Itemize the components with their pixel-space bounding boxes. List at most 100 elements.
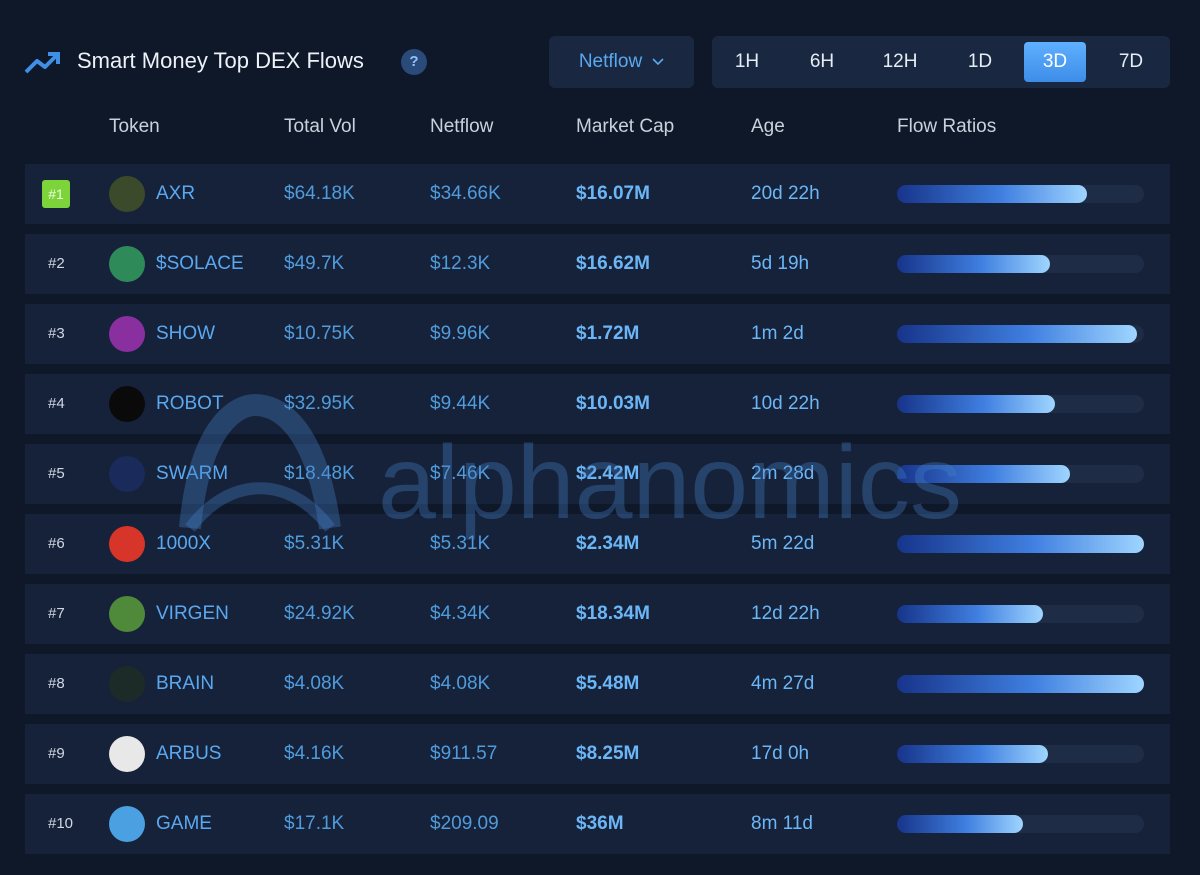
- token-icon: [109, 246, 145, 282]
- total-vol: $64.18K: [284, 183, 355, 204]
- table-row[interactable]: #5 SWARM $18.48K $7.46K $2.42M 2m 28d: [25, 444, 1170, 504]
- flow-ratio-bar: [897, 395, 1056, 413]
- netflow: $5.31K: [430, 533, 491, 554]
- total-vol: $5.31K: [284, 533, 345, 554]
- market-cap: $36M: [576, 813, 624, 834]
- rank: #2: [48, 255, 65, 272]
- flow-ratio-track: [897, 465, 1144, 483]
- rank: #9: [48, 745, 65, 762]
- rank: #8: [48, 675, 65, 692]
- timeframe-tab[interactable]: 3D: [1024, 42, 1086, 82]
- token-name[interactable]: SWARM: [156, 463, 229, 484]
- flow-ratio-track: [897, 185, 1144, 203]
- flow-ratio-track: [897, 605, 1144, 623]
- flow-ratio-track: [897, 815, 1144, 833]
- trend-icon: [24, 52, 60, 74]
- rank: #4: [48, 395, 65, 412]
- dropdown-label: Netflow: [578, 51, 643, 72]
- flow-ratio-track: [897, 535, 1144, 553]
- table-row[interactable]: #1 AXR $64.18K $34.66K $16.07M 20d 22h: [25, 164, 1170, 224]
- flow-ratio-track: [897, 325, 1144, 343]
- market-cap: $2.42M: [576, 463, 640, 484]
- netflow: $34.66K: [430, 183, 501, 204]
- total-vol: $10.75K: [284, 323, 355, 344]
- flow-ratio-track: [897, 395, 1144, 413]
- table-row[interactable]: #2 $SOLACE $49.7K $12.3K $16.62M 5d 19h: [25, 234, 1170, 294]
- rank: #6: [48, 535, 65, 552]
- column-header: Total Vol: [284, 116, 356, 137]
- column-header: Age: [751, 116, 785, 137]
- flow-ratio-bar: [897, 605, 1043, 623]
- age: 12d 22h: [751, 603, 820, 624]
- total-vol: $17.1K: [284, 813, 345, 834]
- flow-ratio-track: [897, 255, 1144, 273]
- token-name[interactable]: $SOLACE: [156, 253, 244, 274]
- age: 20d 22h: [751, 183, 820, 204]
- netflow: $7.46K: [430, 463, 491, 484]
- flow-ratio-bar: [897, 815, 1023, 833]
- title: Smart Money Top DEX Flows: [77, 48, 364, 73]
- token-name[interactable]: SHOW: [156, 323, 216, 344]
- age: 2m 28d: [751, 463, 815, 484]
- flow-ratio-bar: [897, 255, 1051, 273]
- market-cap: $10.03M: [576, 393, 650, 414]
- flow-ratio-bar: [897, 745, 1048, 763]
- age: 5d 19h: [751, 253, 810, 274]
- rank: #3: [48, 325, 65, 342]
- column-header: Flow Ratios: [897, 116, 997, 137]
- column-header: Token: [109, 116, 160, 137]
- flow-ratio-bar: [897, 325, 1137, 343]
- rank: #1: [42, 180, 70, 208]
- timeframe-tab[interactable]: 7D: [1118, 51, 1144, 72]
- age: 5m 22d: [751, 533, 815, 554]
- timeframe-tab[interactable]: 6H: [809, 51, 835, 72]
- token-name[interactable]: 1000X: [156, 533, 211, 554]
- table-row[interactable]: #8 BRAIN $4.08K $4.08K $5.48M 4m 27d: [25, 654, 1170, 714]
- flow-ratio-bar: [897, 185, 1088, 203]
- chevron: [652, 58, 664, 66]
- flow-ratio-bar: [897, 535, 1144, 553]
- token-icon: [109, 316, 145, 352]
- age: 17d 0h: [751, 743, 810, 764]
- rank: #7: [48, 605, 65, 622]
- token-name[interactable]: ARBUS: [156, 743, 222, 764]
- market-cap: $16.62M: [576, 253, 650, 274]
- market-cap: $8.25M: [576, 743, 640, 764]
- total-vol: $4.16K: [284, 743, 345, 764]
- token-icon: [109, 736, 145, 772]
- token-name[interactable]: VIRGEN: [156, 603, 229, 624]
- token-icon: [109, 456, 145, 492]
- rank: #5: [48, 465, 65, 482]
- timeframe-tab[interactable]: 1H: [734, 51, 760, 72]
- flow-ratio-track: [897, 675, 1144, 693]
- market-cap: $1.72M: [576, 323, 640, 344]
- table-row[interactable]: #7 VIRGEN $24.92K $4.34K $18.34M 12d 22h: [25, 584, 1170, 644]
- age: 1m 2d: [751, 323, 804, 344]
- age: 10d 22h: [751, 393, 820, 414]
- timeframe-tab[interactable]: 12H: [882, 51, 918, 72]
- token-icon: [109, 596, 145, 632]
- token-name[interactable]: AXR: [156, 183, 196, 204]
- netflow: $9.96K: [430, 323, 491, 344]
- total-vol: $4.08K: [284, 673, 345, 694]
- table-row[interactable]: #10 GAME $17.1K $209.09 $36M 8m 11d: [25, 794, 1170, 854]
- token-name[interactable]: BRAIN: [156, 673, 215, 694]
- dropdown[interactable]: Netflow: [549, 36, 694, 88]
- table-row[interactable]: #9 ARBUS $4.16K $911.57 $8.25M 17d 0h: [25, 724, 1170, 784]
- table-row[interactable]: #4 ROBOT $32.95K $9.44K $10.03M 10d 22h: [25, 374, 1170, 434]
- timeframe-tab[interactable]: 1D: [967, 51, 993, 72]
- token-icon: [109, 176, 145, 212]
- netflow: $4.34K: [430, 603, 491, 624]
- table-row[interactable]: #3 SHOW $10.75K $9.96K $1.72M 1m 2d: [25, 304, 1170, 364]
- token-name[interactable]: ROBOT: [156, 393, 224, 414]
- market-cap: $2.34M: [576, 533, 640, 554]
- help-button[interactable]: ?: [401, 49, 427, 75]
- market-cap: $16.07M: [576, 183, 650, 204]
- token-icon: [109, 666, 145, 702]
- table-row[interactable]: #6 1000X $5.31K $5.31K $2.34M 5m 22d: [25, 514, 1170, 574]
- netflow: $12.3K: [430, 253, 491, 274]
- token-name[interactable]: GAME: [156, 813, 212, 834]
- netflow: $209.09: [430, 813, 499, 834]
- market-cap: $18.34M: [576, 603, 650, 624]
